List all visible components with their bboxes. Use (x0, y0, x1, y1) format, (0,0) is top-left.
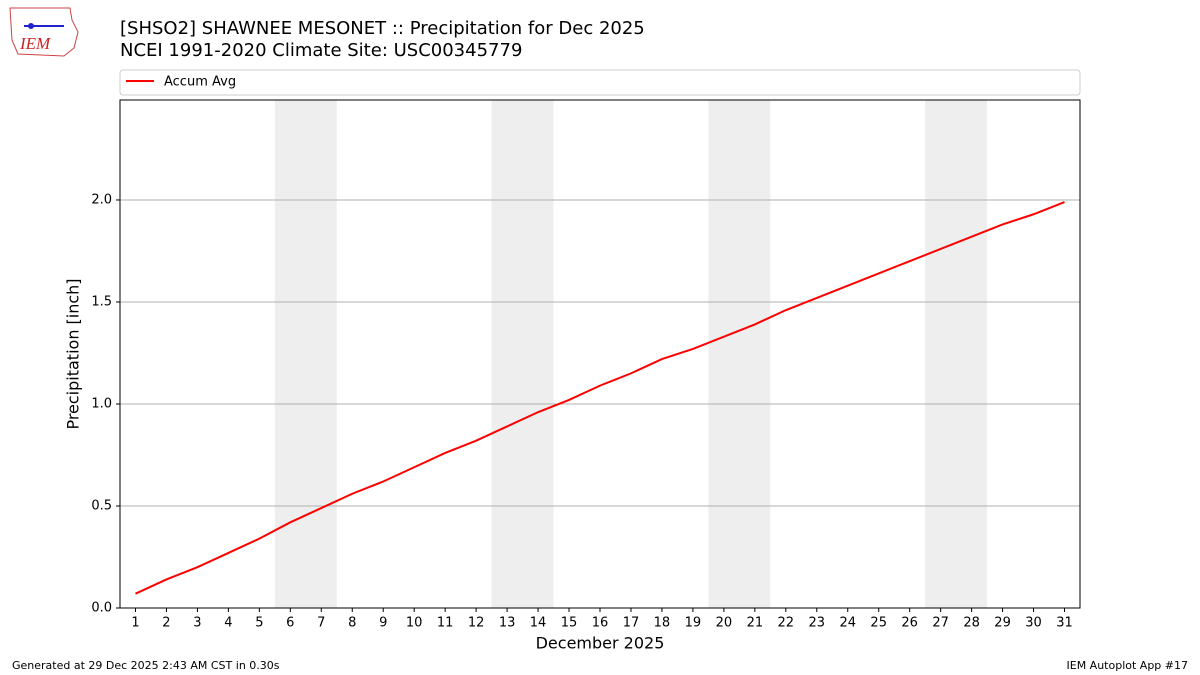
x-tick-label: 14 (530, 616, 547, 631)
legend-box (119, 69, 1081, 96)
logo: IEM (9, 7, 79, 57)
x-tick-label: 29 (994, 616, 1011, 631)
x-tick-label: 30 (1025, 616, 1042, 631)
x-tick-label: 25 (870, 616, 887, 631)
footer-right: IEM Autoplot App #17 (1067, 659, 1189, 672)
x-tick-label: 20 (716, 616, 733, 631)
x-tick-label: 12 (468, 616, 485, 631)
x-axis-label: December 2025 (536, 634, 665, 653)
x-tick-label: 28 (963, 616, 980, 631)
logo-text: IEM (19, 34, 51, 53)
chart-subtitle: NCEI 1991-2020 Climate Site: USC00345779 (120, 40, 522, 61)
y-tick-label: 0.5 (91, 498, 112, 513)
x-tick-label: 8 (348, 616, 356, 631)
x-tick-label: 2 (162, 616, 170, 631)
x-tick-label: 27 (932, 616, 949, 631)
weekend-shade (925, 100, 988, 608)
x-tick-label: 10 (406, 616, 423, 631)
x-tick-label: 6 (286, 616, 294, 631)
y-tick-label: 1.0 (91, 396, 112, 411)
x-tick-label: 1 (131, 616, 139, 631)
x-tick-label: 16 (592, 616, 609, 631)
y-axis-label: Precipitation [inch] (64, 278, 83, 429)
y-tick-label: 2.0 (91, 192, 112, 207)
weekend-shade (274, 100, 337, 608)
x-tick-label: 4 (224, 616, 232, 631)
x-tick-label: 18 (654, 616, 671, 631)
weekend-shade (491, 100, 554, 608)
x-tick-label: 21 (747, 616, 764, 631)
y-tick-label: 1.5 (91, 294, 112, 309)
footer-left: Generated at 29 Dec 2025 2:43 AM CST in … (12, 659, 280, 672)
chart-title: [SHSO2] SHAWNEE MESONET :: Precipitation… (120, 18, 645, 39)
weekend-shade (708, 100, 771, 608)
x-tick-label: 23 (809, 616, 826, 631)
x-tick-label: 9 (379, 616, 387, 631)
plot-frame (119, 99, 1081, 609)
x-tick-label: 11 (437, 616, 454, 631)
x-tick-label: 19 (685, 616, 702, 631)
x-tick-label: 5 (255, 616, 263, 631)
line-series (135, 201, 1065, 595)
x-tick-label: 3 (193, 616, 201, 631)
x-tick-label: 26 (901, 616, 918, 631)
legend-label: Accum Avg (164, 75, 236, 90)
x-tick-label: 31 (1056, 616, 1073, 631)
x-tick-label: 13 (499, 616, 516, 631)
x-tick-label: 7 (317, 616, 325, 631)
x-tick-label: 24 (839, 616, 856, 631)
x-tick-label: 22 (778, 616, 795, 631)
y-tick-label: 0.0 (91, 601, 112, 616)
x-tick-label: 15 (561, 616, 578, 631)
x-tick-label: 17 (623, 616, 640, 631)
